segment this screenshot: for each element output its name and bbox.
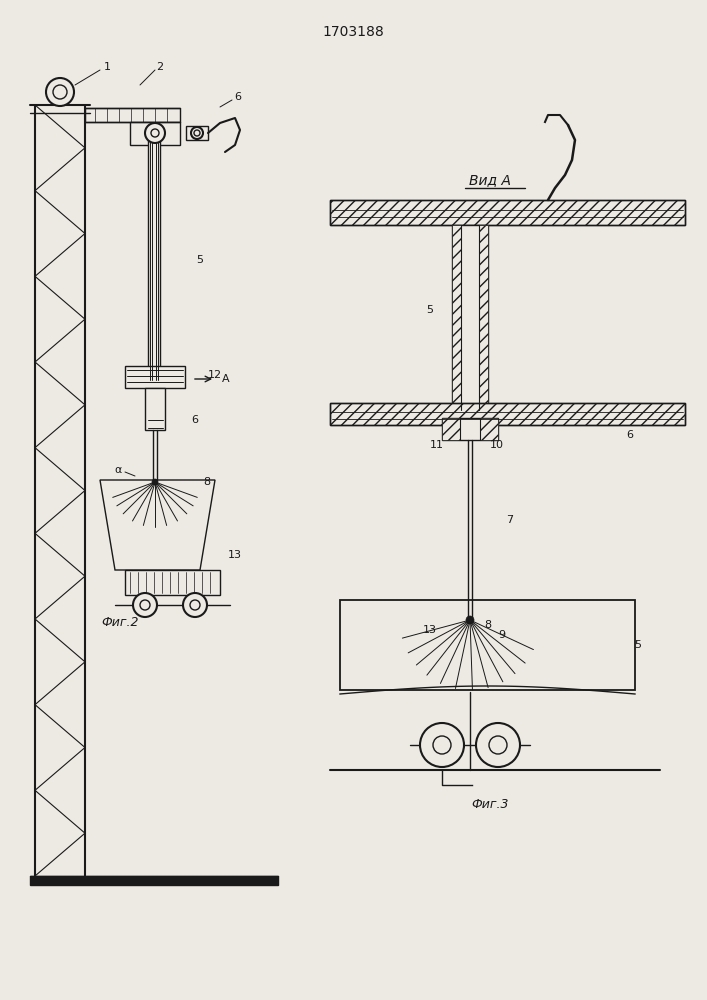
- Circle shape: [191, 127, 203, 139]
- Text: 2: 2: [156, 62, 163, 72]
- Bar: [479, 225, 488, 410]
- Text: 13: 13: [228, 550, 242, 560]
- Text: 6: 6: [192, 415, 199, 425]
- Circle shape: [133, 593, 157, 617]
- Text: Вид А: Вид А: [469, 173, 511, 187]
- Bar: [452, 225, 461, 410]
- Bar: [186, 126, 208, 140]
- Bar: [442, 418, 460, 440]
- Circle shape: [476, 723, 520, 767]
- Bar: [330, 200, 685, 225]
- Text: 6: 6: [626, 430, 633, 440]
- Text: 7: 7: [506, 515, 513, 525]
- Bar: [330, 200, 685, 225]
- Text: Фиг.2: Фиг.2: [101, 615, 139, 629]
- Bar: [480, 418, 498, 440]
- Text: 9: 9: [498, 630, 506, 640]
- Bar: [442, 418, 498, 440]
- Text: 11: 11: [430, 440, 444, 450]
- Text: 5: 5: [426, 305, 433, 315]
- Circle shape: [46, 78, 74, 106]
- Circle shape: [420, 723, 464, 767]
- Bar: [145, 388, 165, 430]
- Bar: [30, 876, 278, 885]
- Text: 1703188: 1703188: [322, 25, 384, 39]
- Text: 12: 12: [208, 370, 222, 380]
- Text: 13: 13: [423, 625, 437, 635]
- Bar: [330, 403, 685, 425]
- Circle shape: [152, 479, 158, 485]
- Bar: [148, 125, 160, 380]
- Text: Фиг.3: Фиг.3: [472, 798, 509, 812]
- Bar: [85, 108, 180, 122]
- Bar: [125, 570, 220, 595]
- Circle shape: [145, 123, 165, 143]
- Bar: [330, 403, 685, 425]
- Text: 8: 8: [204, 477, 211, 487]
- Bar: [125, 366, 185, 388]
- Text: 5: 5: [634, 640, 641, 650]
- Bar: [340, 600, 635, 690]
- Bar: [452, 225, 488, 410]
- Circle shape: [183, 593, 207, 617]
- Text: A: A: [222, 374, 230, 384]
- Polygon shape: [100, 480, 215, 570]
- Circle shape: [466, 616, 474, 624]
- Text: 5: 5: [197, 255, 204, 265]
- Text: 1: 1: [103, 62, 110, 72]
- Text: 10: 10: [490, 440, 504, 450]
- Text: 6: 6: [235, 92, 242, 102]
- Text: 8: 8: [484, 620, 491, 630]
- Text: α: α: [115, 465, 122, 475]
- Bar: [130, 122, 180, 145]
